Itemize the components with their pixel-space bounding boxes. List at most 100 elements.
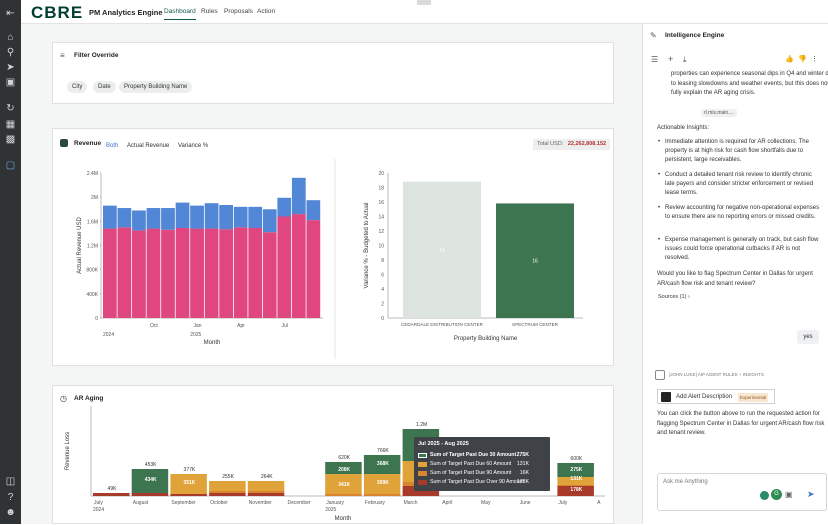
chat-input-box[interactable]: Ask me Anything G ▣ ➤: [657, 473, 827, 511]
folder-icon[interactable]: ▦: [5, 119, 16, 130]
help-icon[interactable]: ?: [7, 492, 14, 503]
tooltip-row: Sum of Target Past Due 30 Amount 275K: [417, 451, 547, 459]
y-tick-label: 400K: [86, 292, 98, 298]
y-tick-label: 4: [381, 287, 384, 293]
tab-proposals[interactable]: Proposals: [224, 8, 253, 15]
sources-label: Sources (1): [658, 294, 687, 300]
media-icon[interactable]: ◫: [5, 476, 16, 487]
data-label: 16: [532, 259, 538, 265]
insight-bullet: Expense management is generally on track…: [658, 236, 823, 264]
chip-city[interactable]: City: [67, 81, 88, 93]
y-tick-label: 20: [378, 171, 384, 177]
aging-bar-segment: [557, 486, 594, 496]
list-icon[interactable]: ☰: [651, 55, 659, 64]
user-icon[interactable]: ☻: [5, 507, 16, 518]
search-icon[interactable]: ⚲: [6, 47, 15, 58]
x-tick-label: November: [249, 500, 272, 506]
y-axis-title: Variance % - Budgeted to Actual: [364, 203, 370, 289]
tooltip-title: Jul 2025 - Aug 2025: [418, 441, 469, 447]
y-tick-label: 12: [378, 229, 384, 235]
aging-bar-segment: [325, 494, 362, 496]
chip-date[interactable]: Date: [93, 81, 116, 93]
dashboard-area: ≡ Filter Override City Date Property Bui…: [21, 24, 642, 524]
download-icon[interactable]: ⤓: [683, 55, 687, 64]
tab-rules[interactable]: Rules: [201, 8, 218, 15]
revenue-bar: [161, 208, 175, 230]
category-label: SPECTRUM CENTER: [512, 322, 559, 327]
total-label: 49K: [108, 486, 118, 492]
segment-label: 275K: [570, 467, 582, 473]
revenue-bar: [132, 230, 146, 318]
source-chip[interactable]: rl.mis.main....: [701, 109, 737, 117]
cbre-logo: CBRE: [31, 3, 84, 22]
revenue-bar: [103, 228, 117, 318]
grid-icon[interactable]: ▩: [5, 134, 16, 145]
legend-swatch: [418, 479, 427, 485]
revenue-bar: [219, 229, 233, 318]
segment-label: 369K: [377, 480, 389, 486]
send-icon[interactable]: ➤: [807, 489, 815, 499]
revenue-bar: [175, 227, 190, 318]
total-label: 377K: [184, 467, 196, 473]
aging-bar-segment: [363, 455, 401, 474]
chat-input[interactable]: Ask me Anything: [663, 479, 708, 485]
revenue-icon: [60, 139, 68, 147]
more-icon[interactable]: ⋮: [811, 56, 818, 63]
collapse-handle[interactable]: [417, 0, 431, 5]
aging-bar-segment: [363, 494, 401, 496]
total-label: 766K: [377, 448, 389, 454]
thumbs-down-icon[interactable]: 👎: [798, 56, 807, 63]
g-icon[interactable]: G: [771, 489, 782, 500]
y-tick-label: 800K: [86, 268, 98, 274]
sources-link[interactable]: Sources (1) ›: [658, 294, 690, 300]
aging-bar-segment: [131, 493, 169, 496]
side-navigation: ⇤ ⌂ ⚲ ➤ ▣ ↻ ▦ ▩ ▢ ◫ ? ☻: [0, 0, 21, 524]
x-tick-label: September: [171, 500, 196, 506]
monitor-icon[interactable]: ▢: [5, 160, 16, 171]
revenue-bar: [219, 205, 233, 230]
tooltip-value: 16K: [519, 470, 529, 476]
legend-swatch: [418, 452, 427, 458]
total-value: 22,262,808.152: [567, 141, 607, 147]
revenue-bar: [262, 232, 277, 318]
revenue-bar: [132, 210, 146, 231]
aging-bar-segment: [325, 462, 362, 474]
chip-property-building-name[interactable]: Property Building Name: [119, 81, 193, 93]
tab-action[interactable]: Action: [257, 8, 276, 15]
clock-icon: ◷: [60, 394, 67, 403]
segment-label: 341K: [338, 482, 350, 488]
image-icon[interactable]: ▣: [785, 490, 793, 499]
tooltip-label: Sum of Target Past Due 30 Amount: [430, 452, 517, 458]
home-icon[interactable]: ⌂: [7, 32, 14, 43]
history-icon[interactable]: ↻: [6, 103, 15, 114]
total-label: 453K: [145, 462, 157, 468]
revenue-bar: [291, 177, 306, 215]
chart-tooltip: Jul 2025 - Aug 2025 Sum of Target Past D…: [414, 437, 550, 491]
add-icon[interactable]: +: [668, 54, 674, 64]
legend-swatch: [418, 470, 427, 476]
aging-bar-segment: [93, 493, 130, 496]
user-message: yes: [797, 330, 819, 344]
toggle-both[interactable]: Both: [106, 143, 119, 149]
y-tick-label: 1.6M: [87, 219, 98, 225]
menu-toggle-icon[interactable]: ⇤: [6, 8, 15, 19]
rocket-icon[interactable]: ➤: [6, 62, 15, 73]
thumbs-up-icon[interactable]: 👍: [785, 56, 794, 63]
x-tick-label: August: [133, 500, 149, 506]
tooltip-row: Sum of Target Past Due Over 90 Amount 17…: [417, 478, 547, 486]
ai-assist-icon[interactable]: [760, 491, 769, 500]
revenue-bar: [204, 203, 219, 229]
total-label: Total USD:: [537, 141, 564, 147]
building-icon[interactable]: ▣: [5, 77, 16, 88]
revenue-bar: [262, 209, 277, 233]
x-tick-label: Jan: [193, 323, 201, 329]
tooltip-value: 131K: [516, 461, 529, 467]
add-alert-button[interactable]: Add Alert Description Experimental: [657, 389, 775, 404]
revenue-bar: [190, 205, 204, 229]
revenue-bar: [161, 229, 175, 318]
tab-dashboard[interactable]: Dashboard: [164, 8, 196, 20]
alert-icon: [661, 392, 671, 402]
agent-avatar-icon: [655, 370, 665, 380]
toggle-actual-revenue[interactable]: Actual Revenue: [127, 143, 170, 149]
toggle-variance[interactable]: Variance %: [178, 143, 209, 149]
